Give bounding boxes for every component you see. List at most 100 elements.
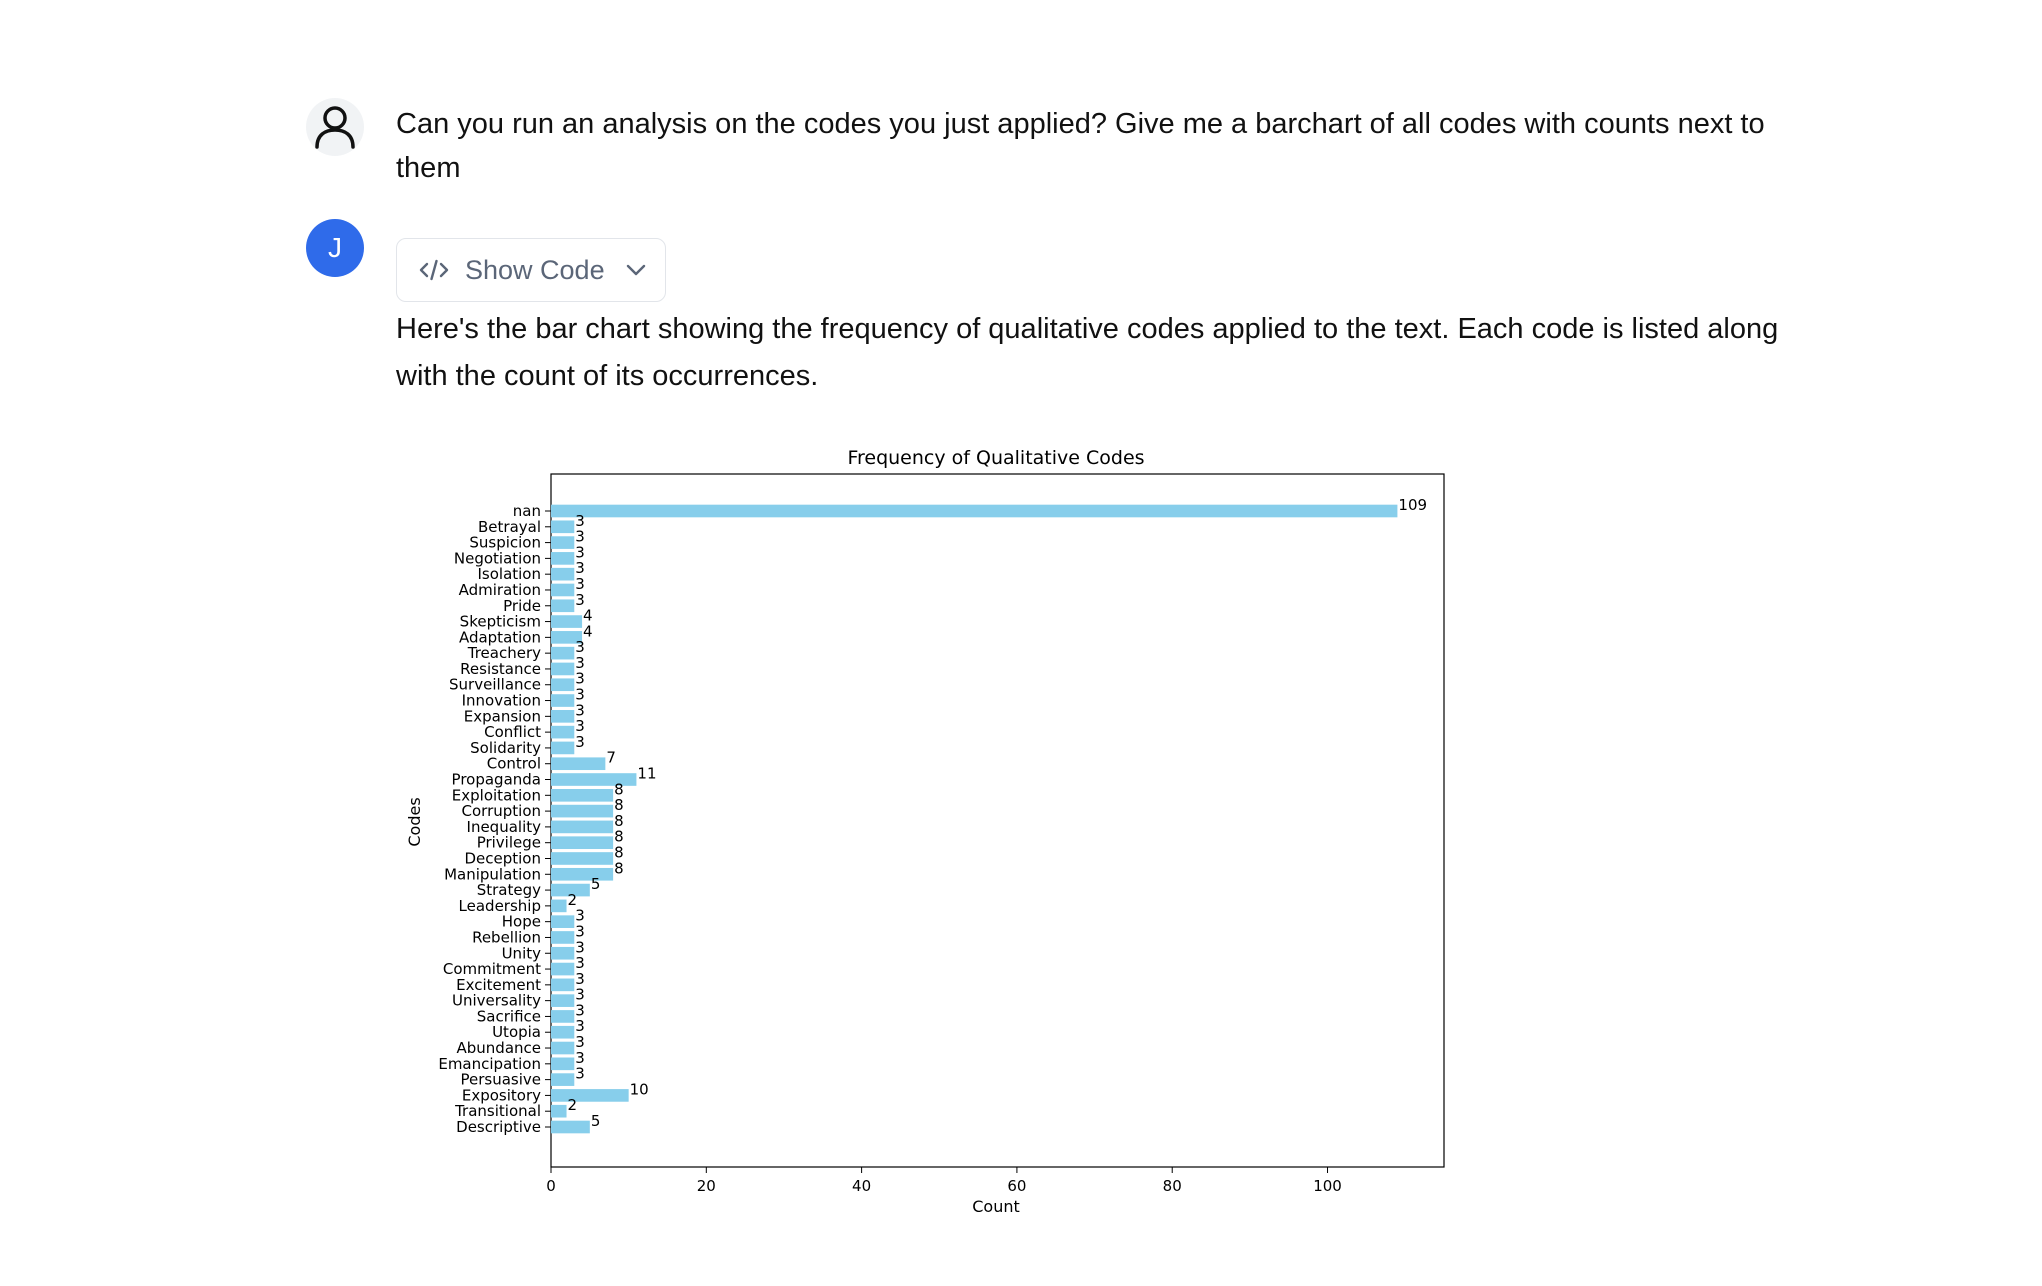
show-code-button[interactable]: Show Code — [396, 238, 666, 302]
chart-x-tick-label: 0 — [546, 1177, 556, 1195]
chart-value-label: 3 — [575, 543, 585, 561]
chart-category-label: Sacrifice — [477, 1007, 541, 1025]
chart-bar — [551, 852, 614, 865]
chart-bar — [551, 757, 606, 771]
chart-bar — [551, 678, 575, 692]
bar-chart: Frequency of Qualitative Codes Count Cod… — [405, 447, 1445, 1216]
chart-value-label: 3 — [575, 654, 585, 672]
chart-value-label: 3 — [575, 986, 585, 1004]
chart-value-label: 4 — [583, 607, 593, 625]
chart-category-label: Expository — [462, 1086, 541, 1104]
assistant-avatar: J — [306, 219, 364, 277]
chart-title: Frequency of Qualitative Codes — [847, 447, 1144, 469]
chart-x-tick-label: 60 — [1007, 1177, 1026, 1195]
chart-category-label: Emancipation — [438, 1055, 541, 1073]
chart-value-label: 3 — [575, 717, 585, 735]
chart-category-label: Transitional — [454, 1102, 541, 1120]
chart-bar — [551, 1089, 629, 1102]
chart-value-label: 3 — [575, 1049, 585, 1067]
chart-bar — [551, 710, 575, 723]
chart-category-label: Pride — [503, 597, 541, 615]
user-avatar — [306, 98, 364, 156]
chart-value-label: 3 — [575, 733, 585, 751]
chart-value-label: 3 — [575, 938, 585, 956]
chart-category-label: Suspicion — [469, 534, 541, 552]
chart-value-label: 3 — [575, 1017, 585, 1035]
chart-category-label: nan — [513, 502, 541, 520]
chart-value-label: 3 — [575, 670, 585, 688]
chart-category-label: Persuasive — [460, 1071, 541, 1089]
chart-value-label: 8 — [614, 796, 624, 814]
chart-value-label: 3 — [575, 922, 585, 940]
chart-bar — [551, 820, 614, 834]
chart-category-label: Propaganda — [452, 771, 541, 789]
chart-category-label: Corruption — [462, 802, 541, 820]
chart-category-label: Resistance — [460, 660, 541, 678]
code-icon — [419, 258, 449, 282]
chart-value-label: 3 — [575, 559, 585, 577]
chart-category-label: Hope — [502, 913, 541, 931]
chart-bar — [551, 631, 583, 644]
chart-value-label: 3 — [575, 638, 585, 656]
chart-value-label: 3 — [575, 591, 585, 609]
chart-value-label: 10 — [630, 1080, 649, 1098]
chart-category-label: Privilege — [477, 834, 541, 852]
show-code-label: Show Code — [465, 254, 605, 285]
chart-bar — [551, 978, 575, 992]
chart-bar — [551, 946, 575, 960]
chart-value-label: 8 — [614, 812, 624, 830]
chart-bar — [551, 583, 575, 597]
chart-value-label: 3 — [575, 512, 585, 530]
chart-category-label: Exploitation — [452, 786, 541, 804]
chart-category-label: Solidarity — [470, 739, 541, 757]
chart-x-tick-label: 100 — [1313, 1177, 1342, 1195]
chart-bar — [551, 804, 614, 818]
chart-value-label: 2 — [568, 1096, 578, 1114]
chart-category-label: Utopia — [492, 1023, 541, 1041]
chart-category-label: Adaptation — [459, 628, 541, 646]
chart-bar — [551, 662, 575, 676]
chart-category-label: Leadership — [459, 897, 541, 915]
chart-x-tick-label: 80 — [1163, 1177, 1182, 1195]
chart-bar — [551, 567, 575, 581]
chart-bar — [551, 1025, 575, 1039]
user-icon — [312, 103, 358, 151]
chart-category-label: Control — [487, 755, 541, 773]
chevron-down-icon — [625, 263, 647, 277]
chart-bar — [551, 552, 575, 565]
chart-bar — [551, 1057, 575, 1071]
chart-value-label: 3 — [575, 575, 585, 593]
chart-category-label: Strategy — [477, 881, 541, 899]
chart-bar — [551, 725, 575, 739]
chart-plot-frame — [550, 473, 1445, 1168]
chart-value-label: 8 — [614, 828, 624, 846]
chart-y-axis-label: Codes — [405, 797, 424, 846]
chart-value-label: 4 — [583, 622, 593, 640]
chart-bar — [551, 836, 614, 850]
chart-x-tick-label: 20 — [697, 1177, 716, 1195]
chart-bar — [551, 883, 590, 897]
chart-category-label: Unity — [502, 944, 542, 962]
chart-value-label: 3 — [575, 686, 585, 704]
chart-x-axis-label: Count — [972, 1197, 1020, 1216]
chart-category-label: Admiration — [459, 581, 541, 599]
chart-category-label: Expansion — [464, 707, 541, 725]
chart-x-tick-label: 40 — [852, 1177, 871, 1195]
chart-category-label: Negotiation — [454, 549, 541, 567]
chart-category-label: Deception — [464, 849, 541, 867]
chart-category-label: Inequality — [467, 818, 542, 836]
chart-value-label: 3 — [575, 1033, 585, 1051]
chart-bar — [551, 536, 575, 549]
chart-bar — [551, 1104, 567, 1118]
chart-bar — [551, 741, 575, 755]
bar-chart-image: Frequency of Qualitative Codes Count Cod… — [396, 430, 1476, 1230]
chart-bar — [551, 599, 575, 613]
chart-category-label: Descriptive — [456, 1118, 541, 1136]
chart-value-label: 3 — [575, 528, 585, 546]
chart-bar — [551, 773, 637, 786]
chart-bar — [551, 1041, 575, 1055]
chart-bar — [551, 899, 567, 913]
chart-bar — [551, 694, 575, 707]
chart-bar — [551, 615, 583, 628]
assistant-message-text: Here's the bar chart showing the frequen… — [396, 313, 1779, 392]
